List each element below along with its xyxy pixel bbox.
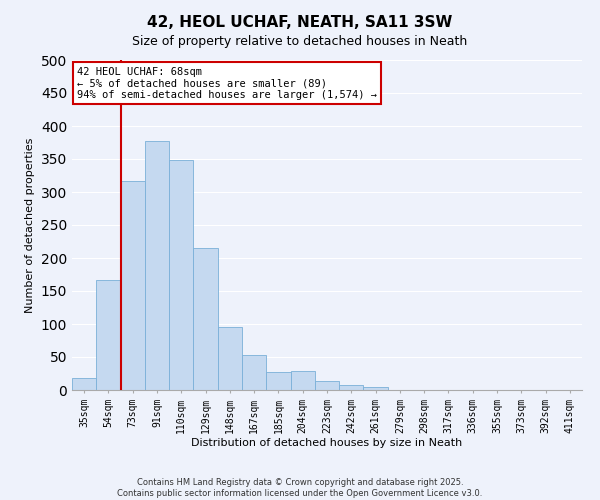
Y-axis label: Number of detached properties: Number of detached properties bbox=[25, 138, 35, 312]
Bar bbox=[315, 381, 339, 390]
Text: Contains HM Land Registry data © Crown copyright and database right 2025.
Contai: Contains HM Land Registry data © Crown c… bbox=[118, 478, 482, 498]
Bar bbox=[96, 280, 121, 390]
Bar bbox=[193, 248, 218, 390]
Bar bbox=[290, 371, 315, 390]
Bar bbox=[218, 326, 242, 390]
Bar bbox=[266, 372, 290, 390]
Text: 42 HEOL UCHAF: 68sqm
← 5% of detached houses are smaller (89)
94% of semi-detach: 42 HEOL UCHAF: 68sqm ← 5% of detached ho… bbox=[77, 66, 377, 100]
Bar bbox=[72, 378, 96, 390]
Bar bbox=[145, 140, 169, 390]
Bar bbox=[339, 384, 364, 390]
Bar bbox=[242, 355, 266, 390]
Bar bbox=[121, 181, 145, 390]
Bar bbox=[364, 386, 388, 390]
Text: 42, HEOL UCHAF, NEATH, SA11 3SW: 42, HEOL UCHAF, NEATH, SA11 3SW bbox=[148, 15, 452, 30]
Bar bbox=[169, 160, 193, 390]
X-axis label: Distribution of detached houses by size in Neath: Distribution of detached houses by size … bbox=[191, 438, 463, 448]
Text: Size of property relative to detached houses in Neath: Size of property relative to detached ho… bbox=[133, 35, 467, 48]
